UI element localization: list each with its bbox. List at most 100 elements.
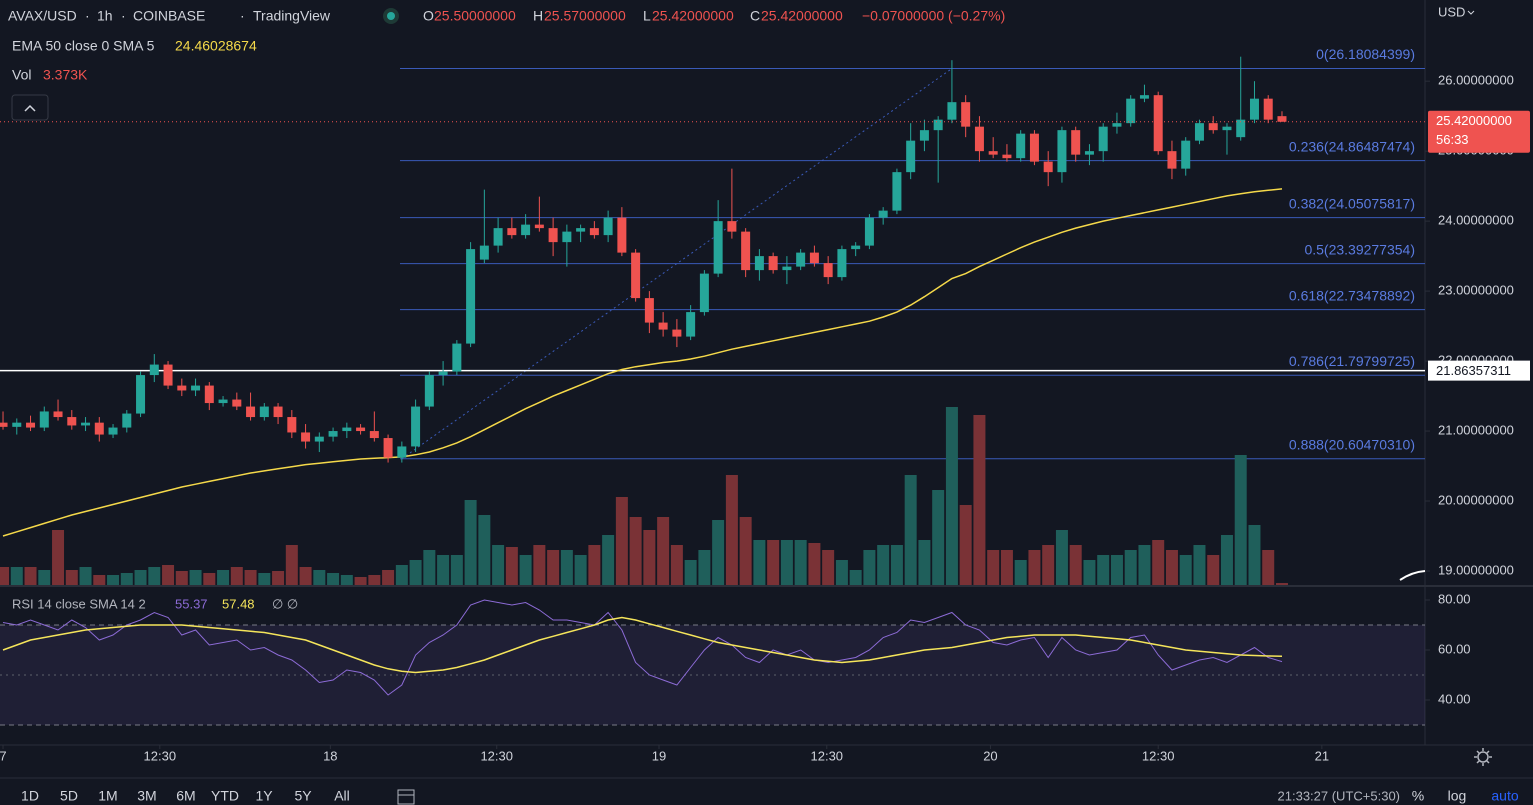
range-button[interactable]: 5Y (294, 788, 312, 804)
candle-body (369, 431, 379, 439)
candle-body (149, 364, 159, 376)
candle-body (988, 151, 998, 155)
candle-body (919, 130, 929, 141)
candle-body (741, 231, 751, 271)
candle-body (1208, 123, 1218, 131)
fib-label: 0.618(22.73478892) (1289, 287, 1415, 303)
volume-bar (835, 560, 848, 585)
volume-bar (932, 490, 945, 585)
volume-bar (340, 575, 353, 585)
fib-label: 0.5(23.39277354) (1304, 241, 1415, 257)
volume-bar (368, 575, 381, 585)
collapse-button[interactable] (11, 94, 49, 121)
range-button[interactable]: 1Y (255, 788, 273, 804)
x-tick-label: 19 (652, 748, 666, 763)
candle-body (122, 413, 132, 428)
volume-bar (987, 550, 1000, 585)
candle-body (1084, 151, 1094, 155)
candle-body (521, 224, 531, 236)
high-value: 25.57000000 (544, 8, 626, 24)
volume-bar (1207, 555, 1220, 585)
status-dot (387, 12, 395, 20)
volume-bar (890, 545, 903, 585)
separator: · (240, 8, 245, 24)
volume-bar (629, 517, 642, 585)
volume-bar (560, 550, 573, 585)
range-button[interactable]: 5D (60, 788, 78, 804)
candle-body (796, 252, 806, 267)
volume-bar (505, 547, 518, 585)
volume-bar (877, 545, 890, 585)
volume-bar (1152, 540, 1165, 585)
settings-icon[interactable] (1474, 748, 1492, 766)
range-button[interactable]: 1D (21, 788, 39, 804)
rsi-sma-value: 57.48 (222, 596, 255, 611)
volume-bar (1262, 550, 1275, 585)
x-tick-label: 12:30 (144, 748, 177, 763)
candle-body (163, 364, 173, 386)
volume-bar (1179, 555, 1192, 585)
volume-bar (464, 500, 477, 585)
range-button[interactable]: All (334, 788, 350, 804)
volume-bar (1124, 550, 1137, 585)
low-label: L (643, 8, 651, 24)
interval: 1h (97, 8, 113, 24)
candle-body (53, 411, 63, 418)
candle-body (576, 228, 586, 232)
candle-body (933, 119, 943, 131)
close-label: C (750, 8, 760, 24)
volume-bar (299, 567, 312, 585)
volume-bar (175, 571, 188, 585)
x-tick-label: 21 (1315, 748, 1329, 763)
volume-bar (244, 570, 257, 585)
calendar-icon[interactable] (397, 789, 415, 805)
candle-body (837, 249, 847, 278)
volume-bar (1138, 545, 1151, 585)
volume-bar (739, 517, 752, 585)
candle-body (218, 399, 228, 404)
candle-body (906, 140, 916, 173)
currency[interactable]: USD (1438, 4, 1465, 19)
volume-bar (1220, 535, 1233, 585)
candle-body (548, 228, 558, 243)
range-button[interactable]: YTD (211, 788, 239, 804)
header: AVAX/USD · 1h · COINBASE · TradingView O… (8, 4, 1475, 611)
candle-body (424, 375, 434, 407)
symbol: AVAX/USD (8, 8, 77, 24)
vol-legend: Vol (12, 67, 31, 83)
rsi-pane (0, 587, 1425, 745)
y-tick-label: 26.00000000 (1438, 73, 1514, 88)
candle-body (754, 256, 764, 271)
candle-body (699, 273, 709, 313)
candle-body (1222, 126, 1232, 131)
candle-body (617, 217, 627, 253)
log-toggle[interactable]: log (1448, 788, 1467, 804)
volume-bar (574, 555, 587, 585)
fib-label: 0.786(21.79799725) (1289, 353, 1415, 369)
volume-bar (409, 560, 422, 585)
candle-body (782, 266, 792, 271)
rsi-symbols: ∅ ∅ (272, 596, 298, 611)
candle-body (974, 126, 984, 152)
volume-bar (602, 535, 615, 585)
candle-body (1194, 123, 1204, 141)
range-button[interactable]: 6M (176, 788, 195, 804)
x-tick-label: 12:30 (1142, 748, 1175, 763)
candle-body (466, 249, 476, 344)
volume-bar (327, 573, 340, 585)
volume-bar (437, 555, 450, 585)
ema-legend: EMA 50 close 0 SMA 5 (12, 38, 155, 54)
range-button[interactable]: 3M (137, 788, 156, 804)
volume-bar (794, 540, 807, 585)
candle-body (1112, 123, 1122, 127)
volume-bar (1275, 583, 1288, 585)
candle-body (259, 406, 269, 418)
candle-body (328, 431, 338, 437)
auto-toggle[interactable]: auto (1491, 788, 1518, 804)
range-button[interactable]: 1M (98, 788, 117, 804)
x-tick-label: 18 (323, 748, 337, 763)
candle-body (287, 417, 297, 433)
percent-toggle[interactable]: % (1412, 788, 1424, 804)
separator: · (121, 8, 126, 24)
